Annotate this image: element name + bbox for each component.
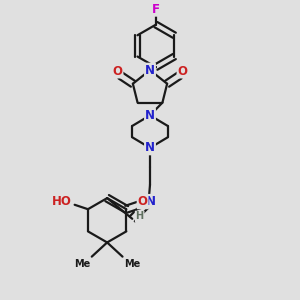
Text: F: F [152,3,160,16]
Text: H: H [136,212,144,221]
Text: N: N [145,64,155,76]
Text: N: N [145,109,155,122]
Text: Me: Me [74,259,90,269]
Text: N: N [146,195,156,208]
Text: Me: Me [124,259,140,269]
Text: HO: HO [52,195,72,208]
Text: N: N [145,141,155,154]
Text: O: O [178,64,188,77]
Text: O: O [112,64,122,77]
Text: O: O [138,195,148,208]
